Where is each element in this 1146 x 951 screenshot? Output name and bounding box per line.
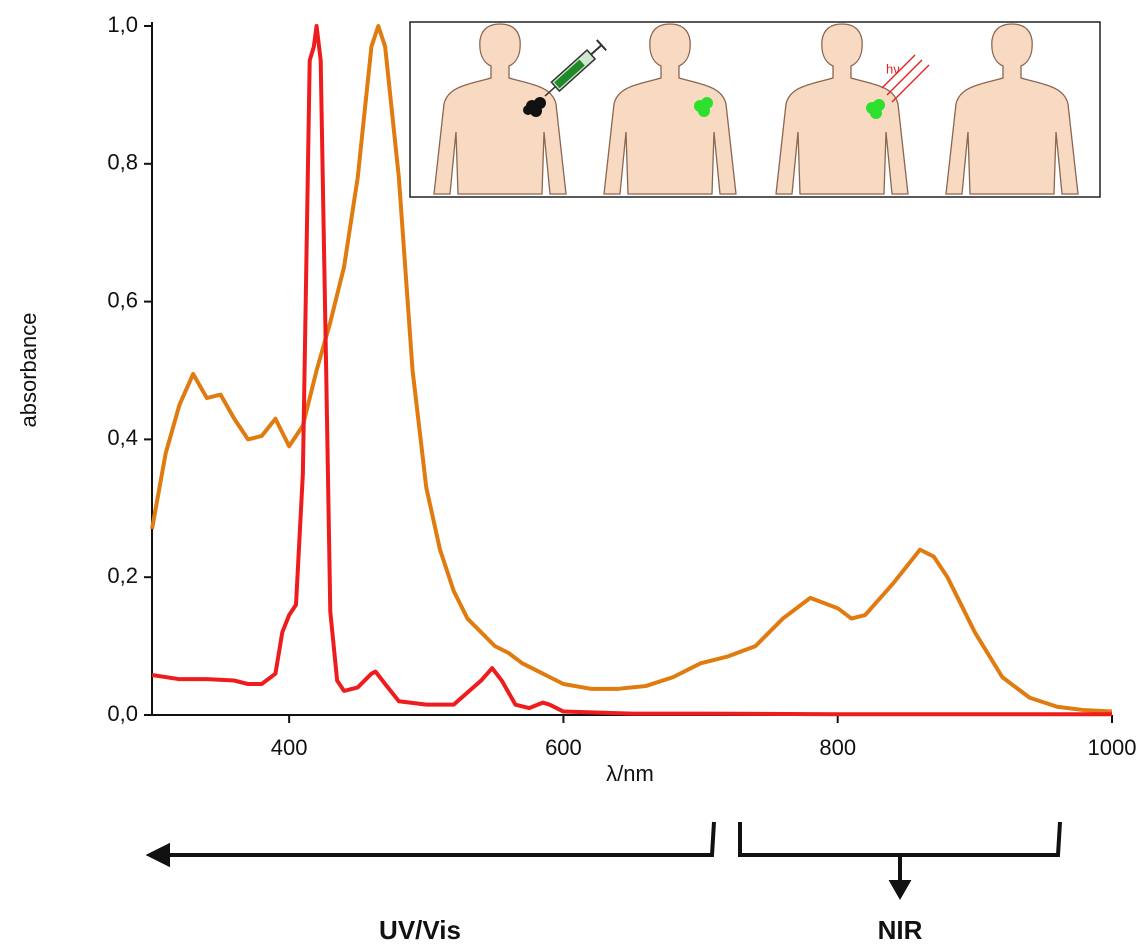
inset-illustration: hν (409, 21, 1101, 198)
tumor-green (866, 99, 885, 119)
tumor-black (523, 97, 546, 117)
y-tick-label: 0,0 (107, 701, 138, 726)
y-tick-label: 0,2 (107, 563, 138, 588)
y-tick-label: 1,0 (107, 12, 138, 37)
spectrum-line (151, 24, 1112, 717)
range-markers (145, 821, 1062, 901)
annotation: NIR (878, 915, 923, 945)
tumor-green (694, 97, 713, 117)
x-tick-label: 800 (819, 735, 856, 760)
annotation: hν (886, 61, 900, 76)
y-tick-label: 0,8 (107, 150, 138, 175)
x-tick-label: 1000 (1088, 735, 1137, 760)
y-tick-label: 0,6 (107, 287, 138, 312)
x-tick-label: 400 (271, 735, 308, 760)
light-rays (881, 54, 930, 103)
x-tick-label: 600 (545, 735, 582, 760)
syringe (544, 39, 607, 97)
y-axis-label: absorbance (16, 313, 41, 428)
x-axis-label: λ/nm (606, 761, 654, 786)
annotation: UV/Vis (379, 915, 461, 945)
y-tick-label: 0,4 (107, 425, 138, 450)
spectrum-line (150, 24, 1113, 714)
